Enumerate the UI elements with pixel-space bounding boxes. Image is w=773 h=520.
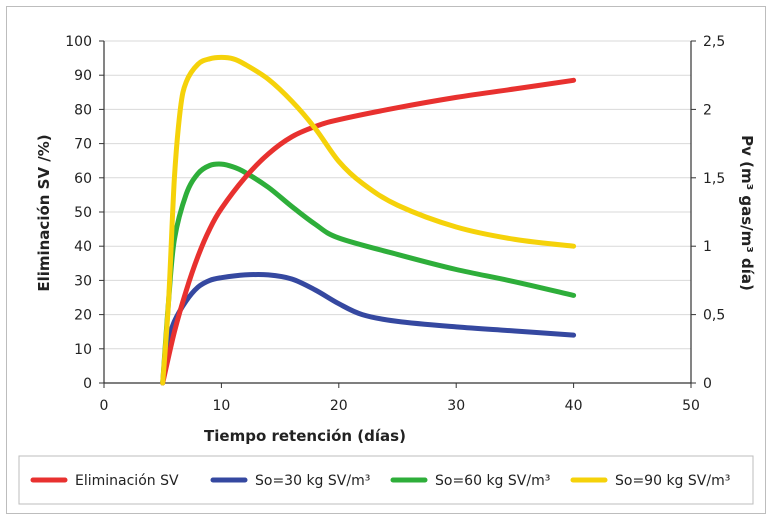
y-left-tick-label: 50: [74, 205, 92, 221]
legend-label: So=90 kg SV/m³: [615, 473, 730, 489]
tick-labels: 0 10 20 30 40 50 60 70 80 90 100 0 0,5 1 1,5 2 2,5 0 10 20 3…: [65, 34, 725, 414]
series-lines: [160, 54, 577, 386]
x-tick-label: 50: [682, 398, 700, 414]
y-right-tick-label: 2,5: [703, 34, 725, 50]
legend-label: Eliminación SV: [75, 473, 179, 489]
series-line-3: [160, 54, 577, 386]
y-left-tick-label: 60: [74, 171, 92, 187]
legend-label: So=30 kg SV/m³: [255, 473, 370, 489]
series-line-2: [160, 161, 577, 386]
y-left-tick-label: 40: [74, 239, 92, 255]
legend-label: So=60 kg SV/m³: [435, 473, 550, 489]
grid-lines: [104, 40, 691, 350]
axes: [99, 40, 696, 388]
x-axis-label: Tiempo retención (días): [204, 427, 406, 445]
y-axis-right-label: Pv (m³ gas/m³ día): [738, 135, 756, 291]
y-right-tick-label: 1,5: [703, 171, 725, 187]
y-axis-left-label: Eliminación SV /%): [35, 134, 53, 291]
y-left-tick-label: 100: [65, 34, 92, 50]
x-tick-label: 10: [212, 398, 230, 414]
y-left-tick-label: 80: [74, 102, 92, 118]
series-line-0: [160, 77, 577, 386]
y-left-tick-label: 90: [74, 68, 92, 84]
y-right-tick-label: 0,5: [703, 308, 725, 324]
x-tick-label: 40: [565, 398, 583, 414]
y-left-tick-label: 10: [74, 342, 92, 358]
chart-svg: 0 10 20 30 40 50 60 70 80 90 100 0 0,5 1 1,5 2 2,5 0 10 20 3…: [18, 34, 756, 505]
y-right-tick-label: 1: [703, 239, 712, 255]
chart-frame: 0 10 20 30 40 50 60 70 80 90 100 0 0,5 1 1,5 2 2,5 0 10 20 3…: [6, 6, 766, 514]
y-left-tick-label: 70: [74, 137, 92, 153]
x-tick-label: 30: [447, 398, 465, 414]
y-left-tick-label: 20: [74, 308, 92, 324]
y-left-tick-label: 30: [74, 273, 92, 289]
y-right-tick-label: 2: [703, 102, 712, 118]
legend: Eliminación SV So=30 kg SV/m³ So=60 kg SV/…: [30, 473, 730, 489]
x-tick-label: 0: [100, 398, 109, 414]
legend-box: [18, 455, 754, 505]
y-left-tick-label: 0: [83, 376, 92, 392]
x-tick-label: 20: [330, 398, 348, 414]
series-line-1: [160, 271, 577, 386]
y-right-tick-label: 0: [703, 376, 712, 392]
